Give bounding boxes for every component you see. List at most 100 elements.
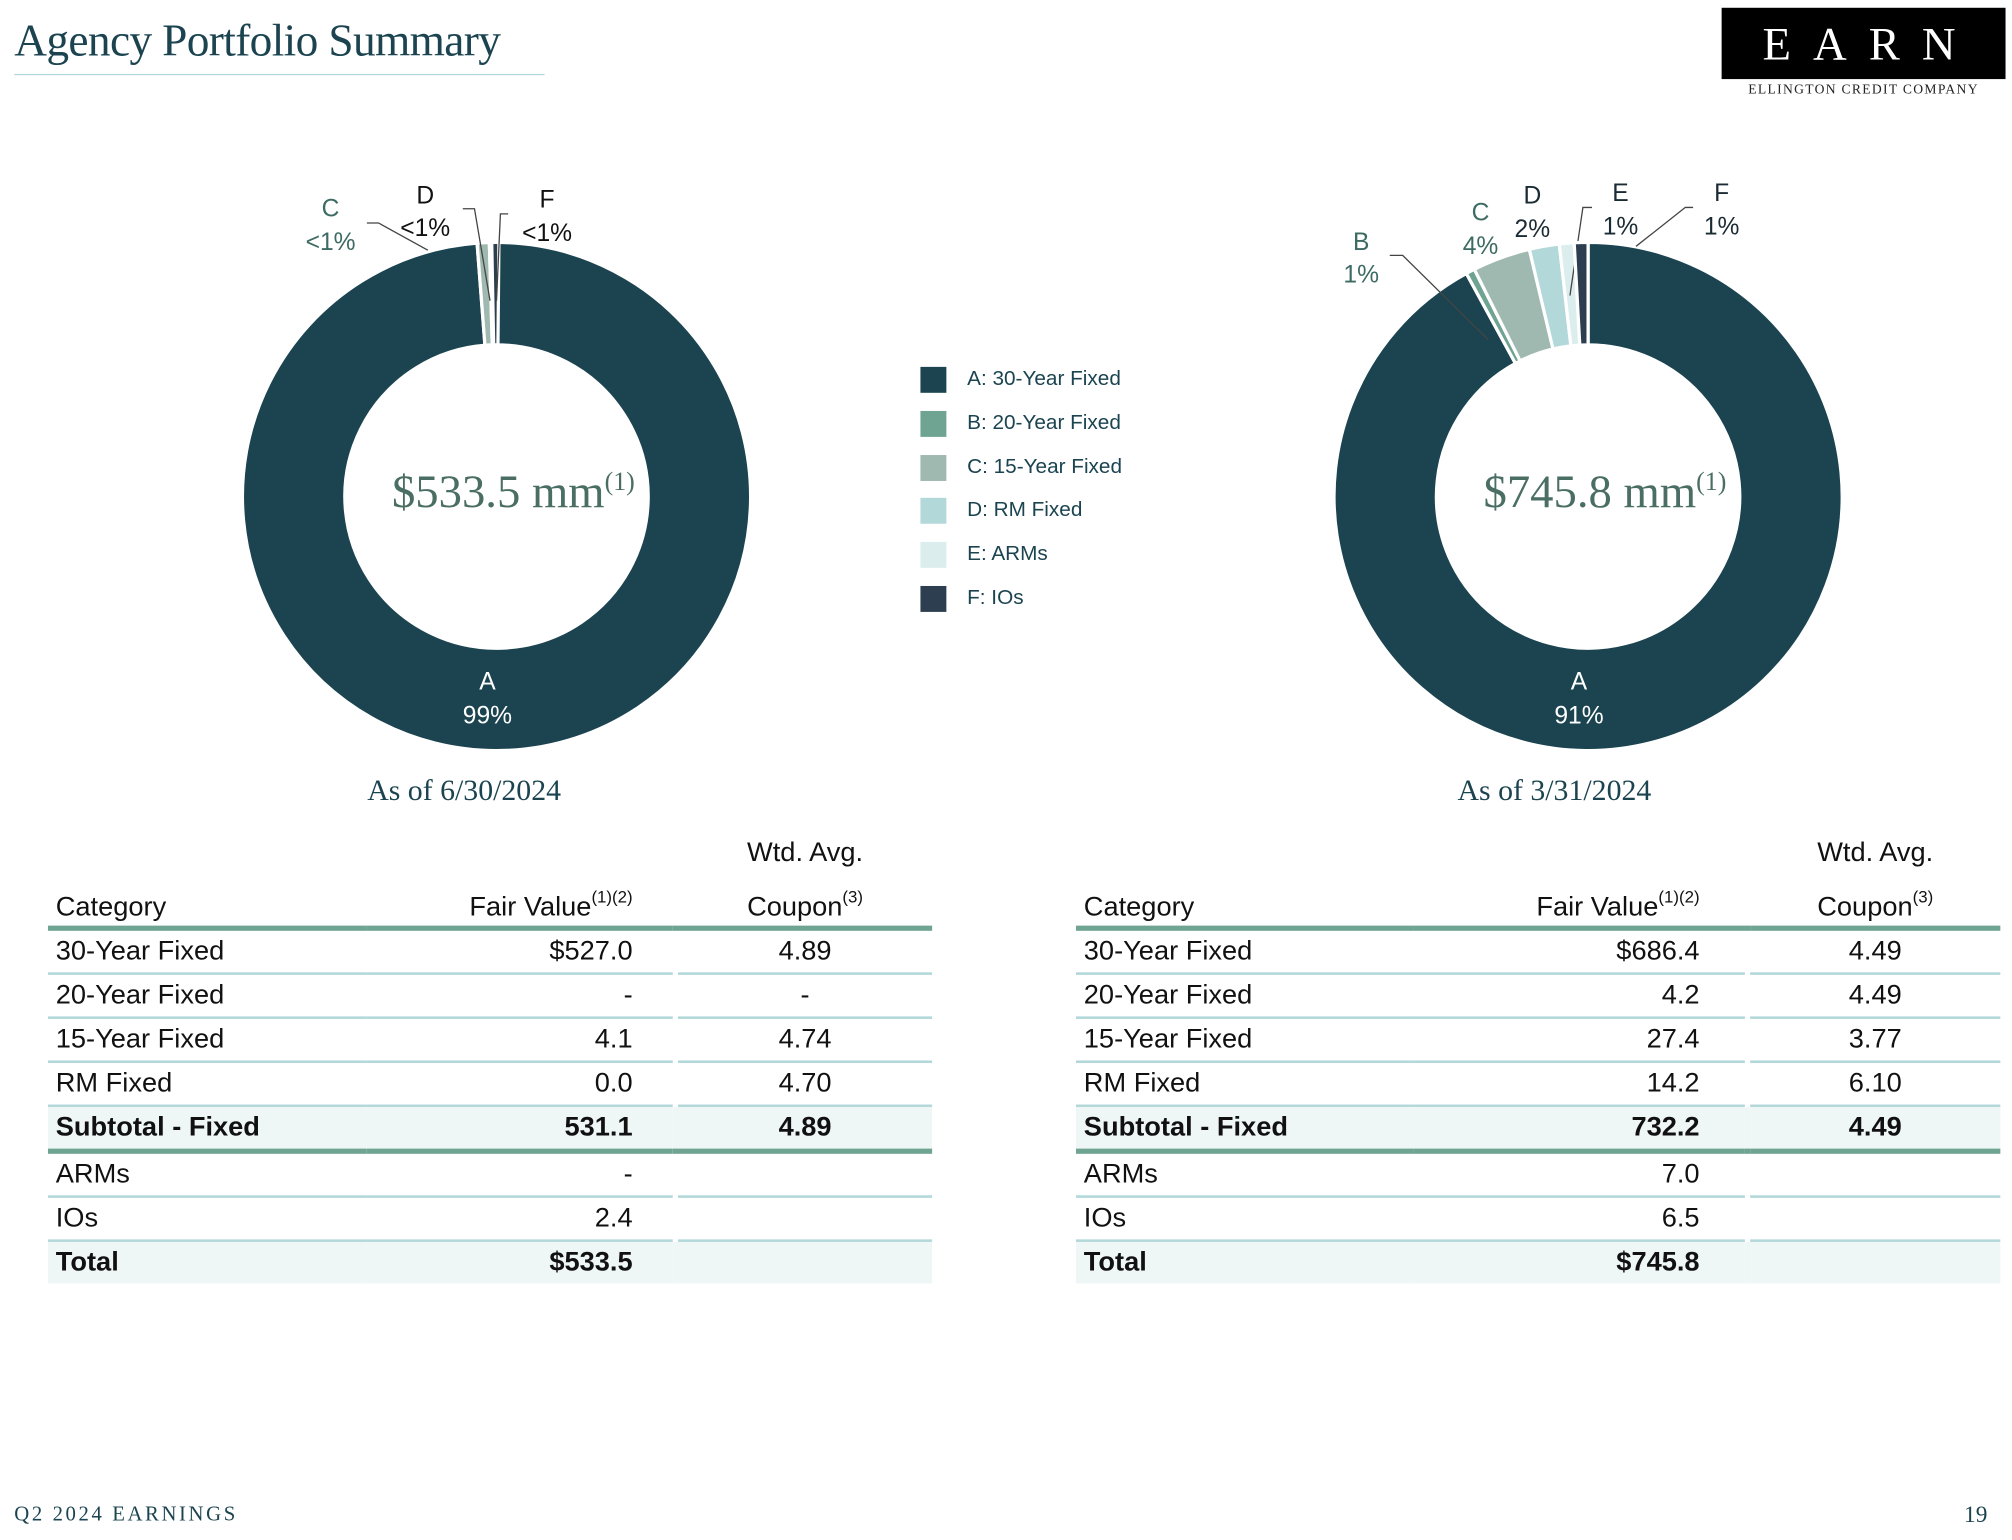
legend-label: F: IOs (967, 587, 1024, 610)
legend-label: B: 20-Year Fixed (967, 412, 1121, 435)
header-label: Wtd. Avg. (1817, 837, 1934, 868)
cell-category: 30-Year Fixed (47, 931, 367, 975)
column-gap (1744, 1063, 1751, 1108)
slice-percent: 1% (1343, 262, 1379, 289)
slice-letter: D (416, 183, 434, 210)
cell-fair-value: - (366, 1154, 673, 1198)
header-label: Category (55, 891, 167, 922)
footnote-ref: (1) (1696, 468, 1727, 497)
donut-chart-march: A 91% B 1% C 4% D 2% E 1% F 1% (1332, 180, 1844, 753)
cell-fair-value: $527.0 (366, 931, 673, 975)
table-row: Total $533.5 (47, 1241, 933, 1284)
leader-line (366, 222, 429, 251)
logo-subtitle: ELLINGTON CREDIT COMPANY (1748, 82, 1979, 98)
header-coupon: Wtd. Avg. Coupon(3) (1750, 830, 2001, 931)
cell-fair-value: $745.8 (1413, 1241, 1745, 1284)
column-gap (672, 830, 679, 931)
legend-swatch (920, 366, 947, 393)
cell-coupon: 6.10 (1750, 1063, 2001, 1108)
table-row: Total $745.8 (1076, 1241, 2001, 1284)
cell-fair-value: - (366, 975, 673, 1019)
cell-coupon: 4.70 (678, 1063, 933, 1108)
table-row: 15-Year Fixed 4.1 4.74 (47, 1019, 933, 1064)
cell-coupon: 4.49 (1750, 1107, 2001, 1154)
column-gap (672, 1063, 679, 1108)
legend-swatch (920, 541, 947, 568)
cell-coupon (678, 1241, 933, 1284)
header-fair-value: Fair Value(1)(2) (366, 830, 673, 931)
cell-fair-value: 0.0 (366, 1063, 673, 1108)
column-gap (1744, 1198, 1751, 1242)
footnote-ref: (3) (1912, 886, 1934, 907)
cell-category: 20-Year Fixed (1076, 975, 1414, 1019)
slice-percent: 99% (463, 702, 512, 729)
table-row: 30-Year Fixed $686.4 4.49 (1076, 931, 2001, 975)
caption-june: As of 6/30/2024 (367, 773, 562, 807)
cell-category: 20-Year Fixed (47, 975, 367, 1019)
legend-swatch (920, 410, 947, 437)
legend-item-f: F: IOs (920, 585, 1024, 612)
footnote-ref: (1)(2) (1658, 886, 1700, 907)
center-value: $533.5 mm (391, 465, 605, 518)
table-row: ARMs 7.0 (1076, 1154, 2001, 1198)
cell-category: Total (1076, 1241, 1414, 1284)
header-category: Category (47, 830, 367, 931)
cell-coupon: 4.89 (678, 931, 933, 975)
cell-fair-value: 14.2 (1413, 1063, 1745, 1108)
donut-slice-a (240, 240, 753, 753)
column-gap (1744, 1019, 1751, 1064)
cell-fair-value: 27.4 (1413, 1019, 1745, 1064)
slice-percent: 4% (1463, 233, 1499, 260)
cell-category: 15-Year Fixed (1076, 1019, 1414, 1064)
slice-letter: E (1612, 180, 1628, 207)
cell-coupon: 4.49 (1750, 975, 2001, 1019)
cell-coupon: 3.77 (1750, 1019, 2001, 1064)
table-row: ARMs - (47, 1154, 933, 1198)
cell-coupon: 4.74 (678, 1019, 933, 1064)
column-gap (672, 1019, 679, 1064)
cell-fair-value: 7.0 (1413, 1154, 1745, 1198)
caption-march: As of 3/31/2024 (1457, 773, 1652, 807)
header-label: Fair Value (469, 891, 592, 922)
table-row: IOs 6.5 (1076, 1198, 2001, 1242)
column-gap (1744, 1241, 1751, 1284)
table-row: RM Fixed 0.0 4.70 (47, 1063, 933, 1108)
cell-coupon (1750, 1241, 2001, 1284)
cell-fair-value: 732.2 (1413, 1107, 1745, 1154)
legend-item-b: B: 20-Year Fixed (920, 410, 1121, 437)
slice-letter: C (1472, 199, 1490, 226)
slice-percent: <1% (522, 220, 572, 247)
cell-category: ARMs (47, 1154, 367, 1198)
cell-coupon: - (678, 975, 933, 1019)
cell-coupon (1750, 1198, 2001, 1242)
cell-category: IOs (47, 1198, 367, 1242)
table-row: 20-Year Fixed 4.2 4.49 (1076, 975, 2001, 1019)
table-row: Subtotal - Fixed 531.1 4.89 (47, 1107, 933, 1154)
legend-swatch (920, 497, 947, 524)
donut-slice-f (1572, 240, 1590, 347)
footnote-ref: (3) (842, 886, 864, 907)
cell-category: ARMs (1076, 1154, 1414, 1198)
cell-category: Subtotal - Fixed (1076, 1107, 1414, 1154)
column-gap (672, 931, 679, 975)
cell-fair-value: 4.2 (1413, 975, 1745, 1019)
table-row: 30-Year Fixed $527.0 4.89 (47, 931, 933, 975)
center-total-june: $533.5 mm(1) (319, 464, 708, 518)
slice-letter: A (479, 669, 496, 696)
slice-letter: F (540, 186, 555, 213)
legend-swatch (920, 455, 947, 481)
table-row: IOs 2.4 (47, 1198, 933, 1242)
center-value: $745.8 mm (1483, 465, 1697, 518)
header-category: Category (1076, 830, 1414, 931)
header-label: Wtd. Avg. (747, 837, 864, 868)
table-row: 15-Year Fixed 27.4 3.77 (1076, 1019, 2001, 1064)
center-total-march: $745.8 mm(1) (1410, 464, 1799, 518)
footnote-ref: (1) (604, 468, 635, 497)
column-gap (1744, 1107, 1751, 1154)
column-gap (672, 1241, 679, 1284)
cell-coupon: 4.49 (1750, 931, 2001, 975)
column-gap (1744, 975, 1751, 1019)
cell-category: IOs (1076, 1198, 1414, 1242)
slice-letter: C (322, 195, 340, 222)
